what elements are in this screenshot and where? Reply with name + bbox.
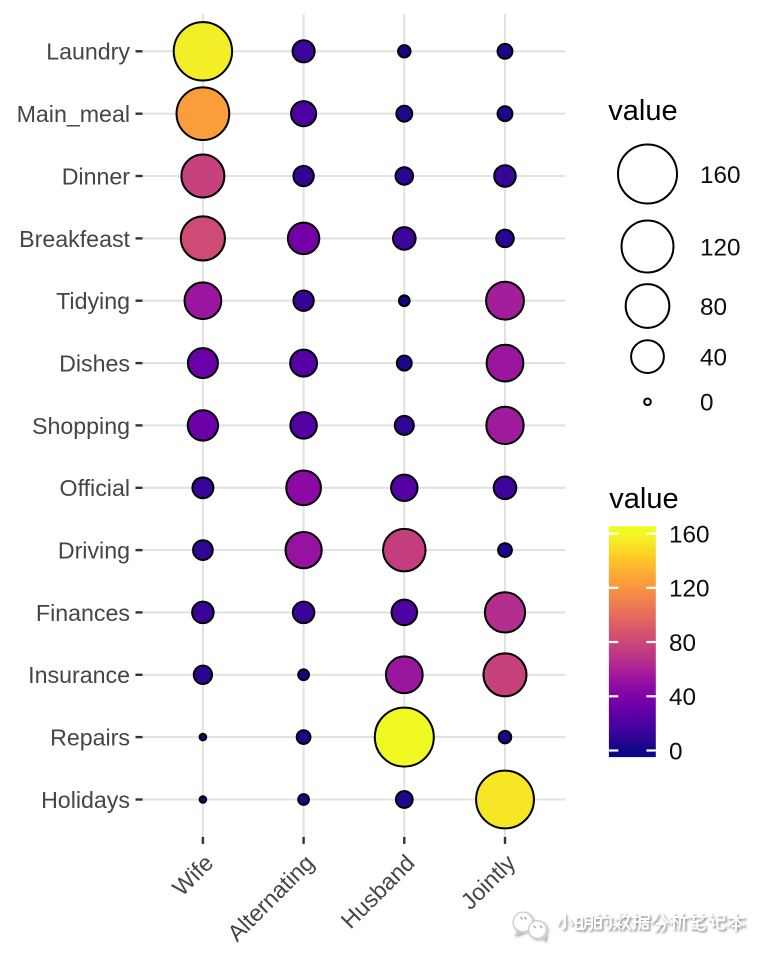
svg-text:Dinner: Dinner <box>62 163 131 189</box>
svg-text:160: 160 <box>669 522 710 549</box>
svg-text:Official: Official <box>60 475 130 501</box>
svg-text:Repairs: Repairs <box>50 725 130 751</box>
svg-text:Tidying: Tidying <box>56 288 130 314</box>
svg-text:40: 40 <box>700 345 727 372</box>
svg-text:value: value <box>608 95 677 127</box>
svg-text:Driving: Driving <box>58 538 130 564</box>
svg-text:160: 160 <box>700 162 741 189</box>
svg-text:Breakfeast: Breakfeast <box>19 226 130 252</box>
svg-text:Insurance: Insurance <box>28 662 130 688</box>
svg-text:Shopping: Shopping <box>32 413 130 439</box>
svg-text:Dishes: Dishes <box>59 350 130 376</box>
svg-text:120: 120 <box>700 234 741 261</box>
svg-text:Holidays: Holidays <box>41 787 130 813</box>
svg-text:Finances: Finances <box>36 600 130 626</box>
svg-text:120: 120 <box>669 576 710 603</box>
svg-text:0: 0 <box>700 390 714 417</box>
svg-text:40: 40 <box>669 684 696 711</box>
svg-text:0: 0 <box>669 738 683 765</box>
svg-text:Main_meal: Main_meal <box>17 101 130 127</box>
svg-text:Laundry: Laundry <box>46 39 130 65</box>
svg-text:value: value <box>609 483 678 515</box>
svg-text:80: 80 <box>669 630 696 657</box>
svg-text:80: 80 <box>700 294 727 321</box>
